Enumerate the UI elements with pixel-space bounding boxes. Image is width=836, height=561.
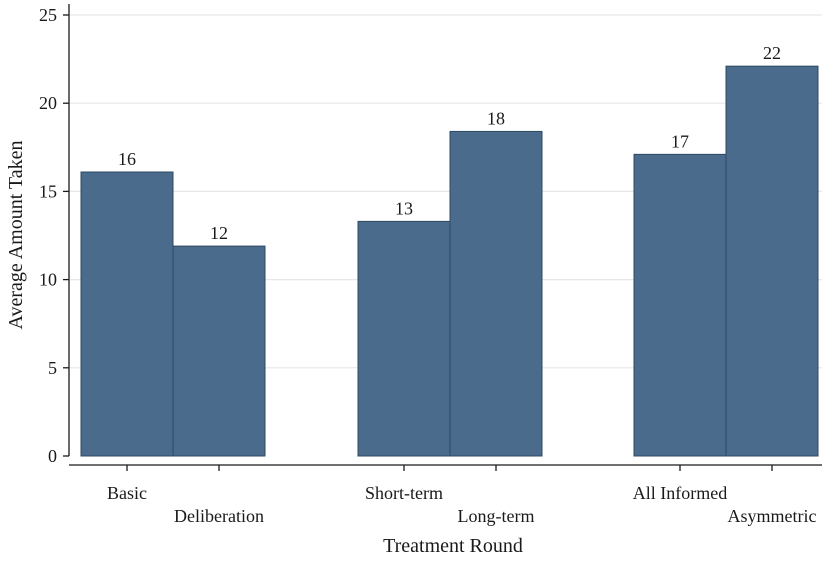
x-tick-label: Basic: [107, 483, 147, 503]
y-tick-label: 5: [48, 358, 57, 378]
data-label: 17: [671, 131, 689, 151]
bar-short-term: [357, 220, 451, 457]
data-label: 16: [118, 149, 136, 169]
labels: 0 5 10 15 20 25 16 Basic 12 Deliberation 13 Short-t…: [39, 5, 816, 526]
y-tick-label: 0: [48, 446, 57, 466]
bar-long-term: [449, 130, 543, 457]
y-tick-label: 10: [39, 270, 57, 290]
bar-basic: [80, 171, 174, 457]
bar-deliberation: [172, 245, 266, 457]
x-tick-label: Asymmetric: [728, 506, 817, 526]
x-axis-title: Treatment Round: [383, 535, 523, 557]
x-tick-label: Deliberation: [174, 506, 264, 526]
y-tick-label: 20: [39, 93, 57, 113]
data-label: 18: [487, 108, 505, 128]
bar-asymmetric: [725, 65, 819, 457]
bar-all-informed: [633, 153, 727, 457]
bars: [80, 65, 819, 457]
data-label: 13: [395, 198, 413, 218]
data-label: 22: [763, 43, 781, 63]
y-axis-title: Average Amount Taken: [5, 141, 27, 330]
x-tick-label: Long-term: [458, 506, 535, 526]
axes: [63, 4, 822, 471]
data-label: 12: [210, 223, 228, 243]
x-tick-label: Short-term: [365, 483, 443, 503]
y-tick-label: 25: [39, 5, 57, 25]
y-tick-label: 15: [39, 181, 57, 201]
x-tick-label: All Informed: [633, 483, 727, 503]
